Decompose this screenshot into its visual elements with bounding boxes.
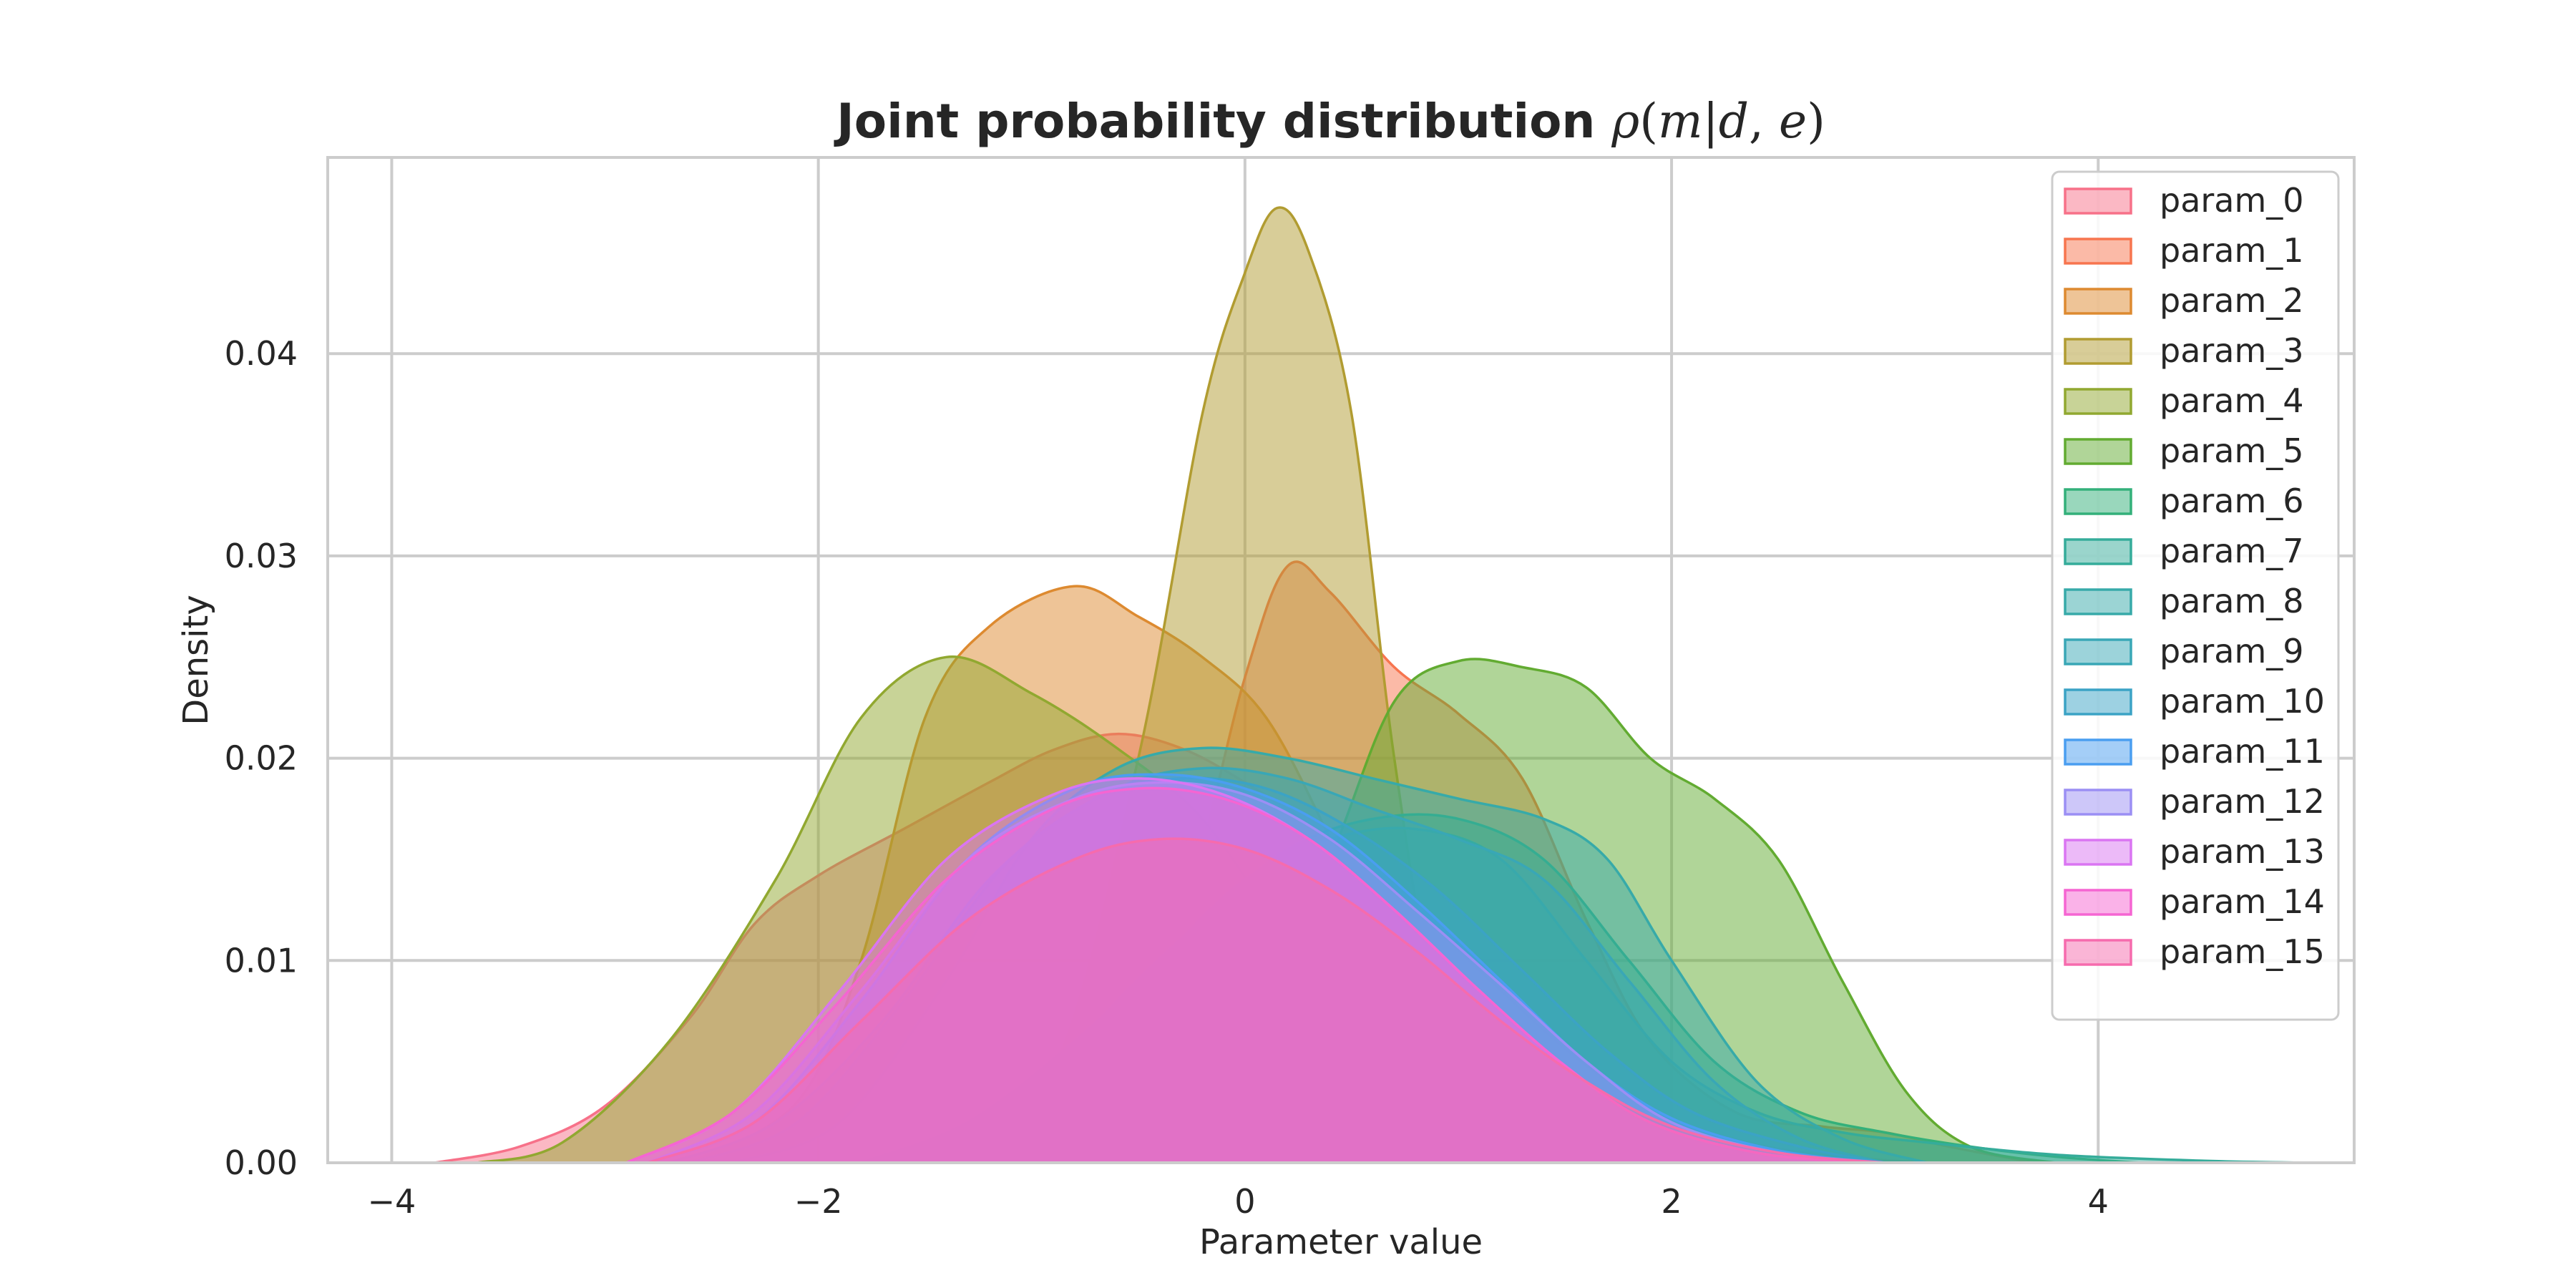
- x-tick-label: 4: [2088, 1182, 2109, 1221]
- chart-title-bar: |: [1703, 94, 1719, 149]
- legend-swatch: [2064, 238, 2132, 265]
- chart-title-text: Joint probability distribution: [834, 94, 1611, 149]
- legend-label: param_15: [2160, 932, 2325, 971]
- legend-label: param_7: [2160, 532, 2304, 570]
- chart-title-e: e: [1779, 94, 1807, 149]
- legend-label: param_13: [2160, 832, 2325, 871]
- legend-swatch: [2064, 688, 2132, 716]
- legend-swatch: [2064, 388, 2132, 415]
- x-tick-label: 2: [1661, 1182, 1682, 1221]
- legend-swatch: [2064, 638, 2132, 665]
- legend-swatch: [2064, 438, 2132, 465]
- density-areas: [434, 206, 2312, 1164]
- legend-swatch: [2064, 839, 2132, 866]
- legend-label: param_9: [2160, 632, 2304, 670]
- x-axis-label: Parameter value: [1199, 1222, 1483, 1262]
- y-tick-label: 0.03: [225, 537, 298, 575]
- chart-title-comma: ,: [1749, 94, 1779, 149]
- y-tick-label: 0.04: [225, 334, 298, 373]
- legend-swatch: [2064, 738, 2132, 766]
- y-tick-label: 0.02: [225, 739, 298, 778]
- legend-swatch: [2064, 488, 2132, 515]
- legend-label: param_5: [2160, 431, 2304, 470]
- legend-label: param_12: [2160, 782, 2325, 821]
- chart-title-open-paren: (: [1639, 94, 1658, 149]
- legend-label: param_2: [2160, 281, 2304, 320]
- legend-swatch: [2064, 538, 2132, 565]
- y-tick-label: 0.00: [225, 1143, 298, 1182]
- legend-label: param_3: [2160, 331, 2304, 370]
- density-area-param-15: [647, 837, 1885, 1164]
- y-tick-label: 0.01: [225, 941, 298, 980]
- legend-swatch: [2064, 288, 2132, 315]
- legend: param_0 param_1 param_2 param_3 param_4param…: [2051, 170, 2340, 1021]
- legend-label: param_14: [2160, 882, 2325, 921]
- x-tick-label: −4: [368, 1182, 416, 1221]
- legend-label: param_4: [2160, 381, 2304, 420]
- legend-swatch: [2064, 588, 2132, 615]
- chart-title-rho: ρ: [1611, 94, 1639, 149]
- x-axis-ticks: −4 −2 0 2 4: [368, 1182, 2109, 1221]
- x-tick-label: −2: [794, 1182, 843, 1221]
- chart-title-close-paren: ): [1807, 94, 1825, 149]
- legend-swatch: [2064, 338, 2132, 365]
- chart-title: Joint probability distribution ρ(m|d, e): [834, 94, 1825, 149]
- legend-swatch: [2064, 187, 2132, 215]
- legend-label: param_11: [2160, 732, 2325, 771]
- legend-swatch: [2064, 939, 2132, 966]
- legend-swatch: [2064, 789, 2132, 816]
- legend-label: param_1: [2160, 231, 2304, 270]
- legend-label: param_0: [2160, 181, 2304, 220]
- chart-title-d: d: [1719, 94, 1749, 149]
- legend-label: param_10: [2160, 682, 2325, 721]
- x-tick-label: 0: [1234, 1182, 1255, 1221]
- y-axis-label: Density: [176, 595, 216, 725]
- plot-frame: [326, 156, 2356, 1164]
- legend-swatch: [2064, 889, 2132, 916]
- legend-label: param_8: [2160, 582, 2304, 620]
- chart-title-m: m: [1658, 94, 1703, 149]
- legend-label: param_6: [2160, 482, 2304, 520]
- y-axis-ticks: 0.00 0.01 0.02 0.03 0.04: [225, 334, 298, 1182]
